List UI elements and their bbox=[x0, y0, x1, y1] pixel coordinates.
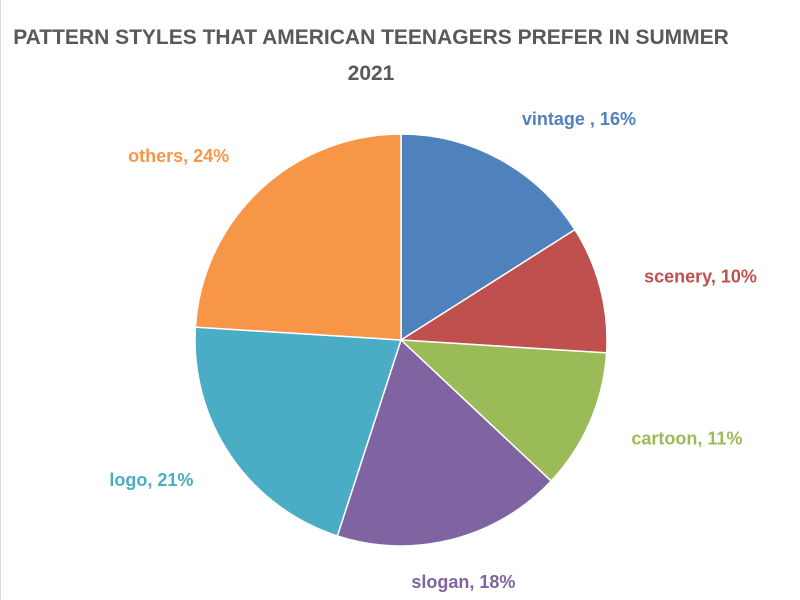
data-label: cartoon, 11% bbox=[631, 428, 742, 448]
pie-slice bbox=[194, 133, 402, 341]
pie-slice bbox=[400, 133, 576, 342]
data-label: others, 24% bbox=[128, 146, 229, 166]
pie-slice bbox=[398, 339, 608, 483]
data-label: vintage , 16% bbox=[522, 109, 636, 129]
data-label: slogan, 18% bbox=[411, 572, 515, 592]
chart-title: PATTERN STYLES THAT AMERICAN TEENAGERS P… bbox=[13, 26, 729, 85]
pie-slice bbox=[336, 338, 553, 547]
data-label: scenery, 10% bbox=[644, 266, 757, 286]
pie-slice bbox=[194, 326, 403, 537]
pie-slice bbox=[398, 228, 608, 354]
data-label: logo, 21% bbox=[109, 470, 193, 490]
